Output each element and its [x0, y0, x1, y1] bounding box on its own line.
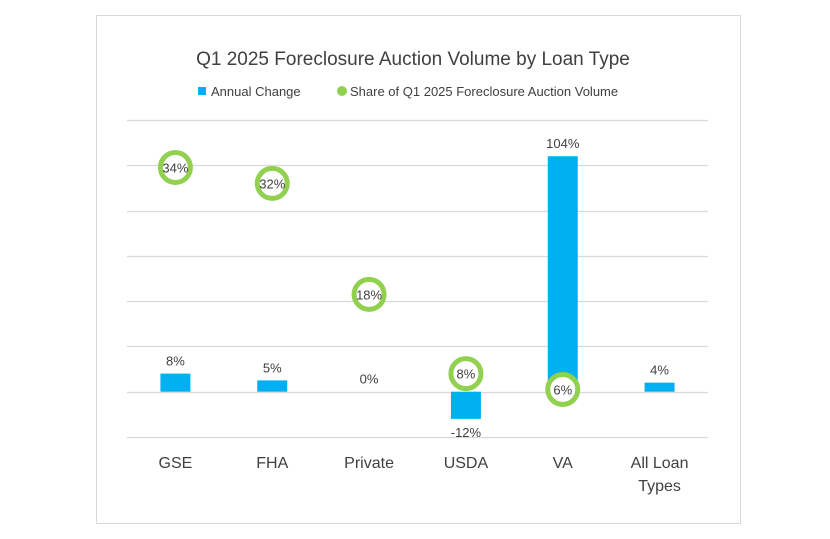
legend-label-share: Share of Q1 2025 Foreclosure Auction Vol…: [350, 84, 618, 99]
x-axis-label: All Loan: [631, 455, 689, 472]
gridlines: [127, 119, 708, 439]
share-data-label: 32%: [259, 176, 285, 191]
x-axis-label: USDA: [444, 455, 489, 472]
bar-data-label: 4%: [650, 363, 669, 378]
bar-data-label: 104%: [546, 136, 580, 151]
bar-annual-change: [644, 382, 675, 392]
chart-frame: [96, 15, 741, 524]
legend-label-annual-change: Annual Change: [211, 84, 301, 99]
share-marker: [351, 276, 387, 312]
bars: 8% 5% 0% -12% 104% 4%: [160, 136, 675, 440]
bar-annual-change: [257, 380, 288, 392]
x-axis-label: VA: [553, 455, 573, 472]
share-data-label: 18%: [356, 287, 382, 302]
markers: 34% 32% 18% 8% 6%: [157, 150, 581, 407]
share-data-label: 8%: [457, 367, 476, 382]
x-axis-label: FHA: [256, 455, 288, 472]
x-axis-label: Private: [344, 455, 394, 472]
share-marker: [157, 150, 193, 186]
legend-marker-annual-change: [198, 87, 206, 95]
share-data-label: 34%: [162, 161, 188, 176]
share-marker: [545, 371, 581, 407]
share-marker: [254, 165, 290, 201]
bar-annual-change: [160, 373, 191, 392]
legend: Annual Change Share of Q1 2025 Foreclosu…: [198, 84, 618, 99]
bar-data-label: 5%: [263, 360, 282, 375]
legend-marker-share: [337, 86, 347, 96]
bar-data-label: 0%: [360, 372, 379, 387]
x-axis-label: GSE: [159, 455, 193, 472]
bar-data-label: 8%: [166, 354, 185, 369]
bar-data-label: -12%: [451, 425, 482, 440]
share-marker: [448, 356, 484, 392]
x-axis-labels: GSE FHA Private USDA VA All Loan Types: [159, 455, 689, 495]
share-data-label: 6%: [553, 382, 572, 397]
bar-annual-change: [547, 156, 578, 392]
chart-title: Q1 2025 Foreclosure Auction Volume by Lo…: [196, 49, 630, 70]
bar-annual-change: [450, 391, 481, 419]
x-axis-label: Types: [638, 478, 681, 495]
